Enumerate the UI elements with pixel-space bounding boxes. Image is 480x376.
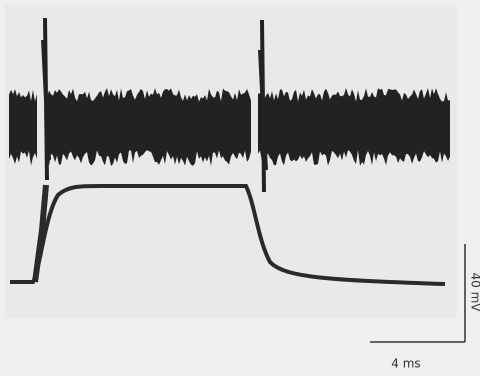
noise-band [258,88,450,166]
rise-edge [32,184,49,283]
noise-band [9,89,37,166]
stimulus-artifact [41,17,268,193]
voltage-scale-label: 40 mV [469,273,480,313]
noise-band [47,88,251,166]
time-scale-label: 4 ms [391,357,420,371]
noise-trace [9,88,450,166]
photo-area [5,5,457,318]
voltage-trace [10,184,446,286]
